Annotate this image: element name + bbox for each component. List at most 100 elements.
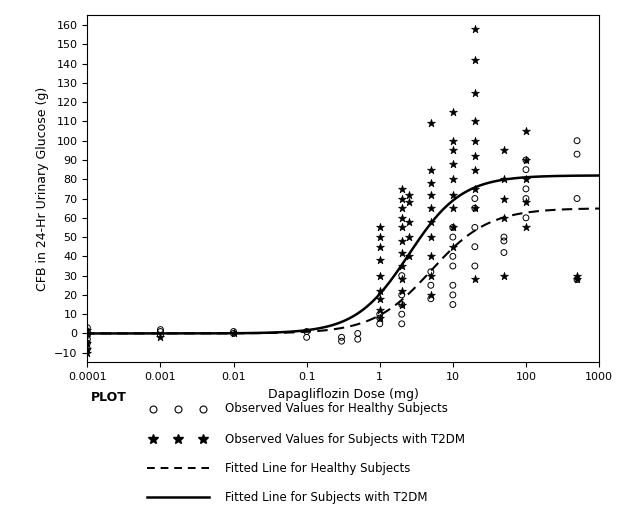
Point — [521, 156, 531, 164]
Point — [82, 345, 92, 353]
Point — [353, 335, 363, 343]
Point — [448, 291, 458, 299]
Point — [470, 117, 480, 125]
Point — [155, 332, 165, 340]
Point — [155, 333, 165, 341]
Point — [397, 237, 407, 245]
Point — [375, 271, 385, 280]
Point — [448, 262, 458, 270]
Point — [397, 223, 407, 231]
Point — [499, 248, 509, 256]
Point — [448, 137, 458, 145]
Point — [448, 108, 458, 116]
Text: Observed Values for Subjects with T2DM: Observed Values for Subjects with T2DM — [225, 433, 465, 446]
Point — [397, 262, 407, 270]
Point — [521, 214, 531, 222]
Point — [448, 223, 458, 231]
Point — [426, 291, 436, 299]
Point — [448, 243, 458, 251]
Point — [521, 175, 531, 183]
Point — [426, 204, 436, 212]
Point — [448, 160, 458, 168]
Point — [375, 223, 385, 231]
Point — [470, 223, 480, 231]
Point — [397, 248, 407, 256]
Point — [521, 198, 531, 207]
Point — [470, 262, 480, 270]
Text: PLOT: PLOT — [90, 391, 126, 405]
Point — [521, 185, 531, 193]
Point — [228, 329, 238, 338]
Point — [448, 175, 458, 183]
Point — [426, 119, 436, 127]
Point — [499, 214, 509, 222]
Point — [82, 339, 92, 347]
Point — [426, 252, 436, 261]
Point — [404, 198, 414, 207]
Point — [470, 194, 480, 203]
Point — [572, 271, 582, 280]
Point — [572, 276, 582, 284]
Point — [448, 191, 458, 199]
Text: Fitted Line for Subjects with T2DM: Fitted Line for Subjects with T2DM — [225, 491, 427, 504]
Point — [375, 310, 385, 318]
Point — [426, 179, 436, 187]
Point — [375, 233, 385, 241]
Point — [336, 333, 346, 341]
Point — [521, 127, 531, 135]
Point — [397, 320, 407, 328]
Point — [521, 156, 531, 164]
Point — [82, 329, 92, 338]
Point — [499, 237, 509, 245]
Point — [397, 271, 407, 280]
Point — [375, 295, 385, 303]
Point — [572, 137, 582, 145]
Point — [426, 268, 436, 276]
Point — [572, 194, 582, 203]
Point — [448, 300, 458, 308]
Point — [470, 56, 480, 64]
Point — [397, 300, 407, 308]
Point — [82, 332, 92, 340]
Point — [82, 339, 92, 347]
Point — [397, 310, 407, 318]
Point — [397, 300, 407, 308]
Point — [470, 25, 480, 33]
Point — [448, 204, 458, 212]
Point — [301, 327, 311, 336]
Point — [448, 146, 458, 155]
Point — [426, 271, 436, 280]
Point — [375, 314, 385, 322]
Point — [397, 204, 407, 212]
Point — [375, 243, 385, 251]
Point — [155, 327, 165, 336]
Point — [397, 214, 407, 222]
Point — [82, 327, 92, 336]
Point — [521, 194, 531, 203]
Point — [499, 175, 509, 183]
Point — [470, 276, 480, 284]
Point — [448, 223, 458, 231]
Y-axis label: CFB in 24-Hr Urinary Glucose (g): CFB in 24-Hr Urinary Glucose (g) — [36, 87, 49, 291]
Point — [499, 146, 509, 155]
Point — [426, 217, 436, 226]
Point — [375, 320, 385, 328]
Point — [448, 281, 458, 289]
Point — [353, 329, 363, 338]
Point — [336, 337, 346, 345]
Point — [426, 295, 436, 303]
Point — [228, 327, 238, 336]
Point — [82, 325, 92, 334]
Text: Fitted Line for Healthy Subjects: Fitted Line for Healthy Subjects — [225, 462, 410, 475]
Point — [404, 217, 414, 226]
Point — [82, 335, 92, 343]
Point — [448, 252, 458, 261]
Point — [470, 204, 480, 212]
Point — [375, 287, 385, 295]
Text: Observed Values for Healthy Subjects: Observed Values for Healthy Subjects — [225, 402, 447, 415]
Point — [397, 276, 407, 284]
Point — [470, 137, 480, 145]
Point — [499, 233, 509, 241]
Point — [82, 345, 92, 353]
Point — [426, 166, 436, 174]
